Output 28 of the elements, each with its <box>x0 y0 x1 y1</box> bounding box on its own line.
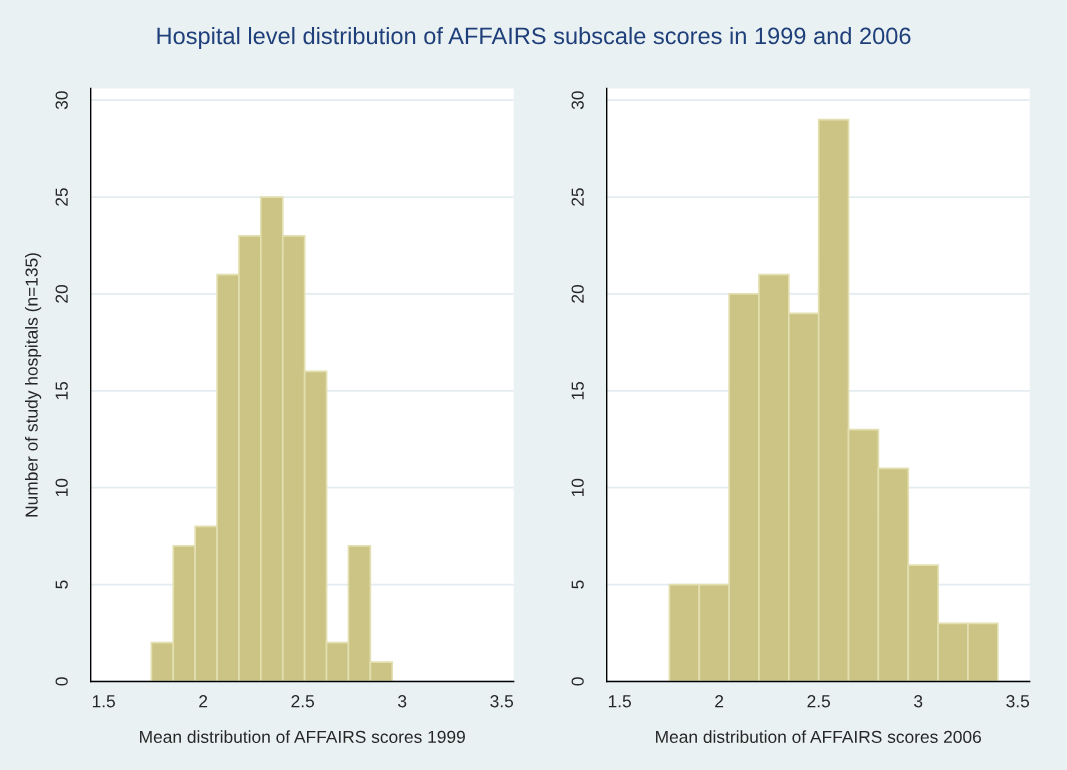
x-tick-label: 1.5 <box>92 695 115 708</box>
y-tick-label: 30 <box>55 91 68 110</box>
y-tick-label: 25 <box>571 188 584 206</box>
x-tick-label: 3.5 <box>490 695 514 708</box>
y-tick-label: 15 <box>571 381 584 400</box>
y-tick-label: 30 <box>571 91 584 110</box>
x-axis-title: Mean distribution of AFFAIRS scores 2006 <box>656 730 981 744</box>
y-tick-label: 10 <box>55 478 68 497</box>
y-tick-label: 0 <box>55 677 68 686</box>
x-tick-label: 2.5 <box>807 695 831 708</box>
y-tick-label: 20 <box>55 284 68 303</box>
y-tick-label: 5 <box>571 580 584 589</box>
y-tick-label: 15 <box>55 381 68 400</box>
chart-title: Hospital level distribution of AFFAIRS subscale scores in 1999 and 2006 <box>157 26 911 49</box>
y-tick-label: 10 <box>571 478 584 497</box>
y-tick-label: 0 <box>571 677 584 686</box>
y-axis-title: Number of study hospitals (n=135) <box>24 253 42 517</box>
y-tick-label: 20 <box>571 284 584 303</box>
x-tick-label: 3.5 <box>1006 695 1030 708</box>
y-tick-label: 25 <box>55 188 68 206</box>
x-tick-label: 1.5 <box>608 695 631 708</box>
x-tick-label: 3 <box>914 695 923 708</box>
y-tick-label: 5 <box>55 580 68 589</box>
x-tick-label: 2.5 <box>291 695 315 708</box>
x-axis-title: Mean distribution of AFFAIRS scores 1999 <box>140 730 465 744</box>
x-tick-label: 3 <box>398 695 407 708</box>
x-tick-label: 2 <box>199 695 208 708</box>
x-tick-label: 2 <box>715 695 724 708</box>
